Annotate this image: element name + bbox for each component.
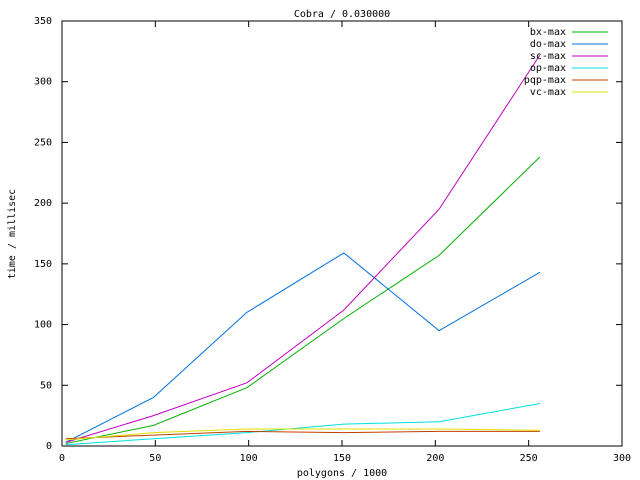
x-tick-label: 300 xyxy=(613,453,631,464)
series-line xyxy=(65,252,541,443)
legend-label: sc-max xyxy=(530,51,566,62)
y-axis-label: time / millisec xyxy=(7,189,18,279)
x-tick-label: 250 xyxy=(520,453,538,464)
legend-label: do-max xyxy=(530,39,566,50)
series-line xyxy=(65,54,541,443)
legend-label: bx-max xyxy=(530,27,566,38)
y-tick-label: 0 xyxy=(46,441,52,452)
y-tick-label: 50 xyxy=(40,380,52,391)
legend-label: op-max xyxy=(530,63,566,74)
series-line xyxy=(65,156,541,445)
series-line xyxy=(65,403,540,446)
series-line xyxy=(65,428,540,441)
x-tick-label: 0 xyxy=(59,453,65,464)
x-tick-label: 100 xyxy=(240,453,258,464)
y-tick-label: 250 xyxy=(34,137,52,148)
y-tick-label: 150 xyxy=(34,259,52,270)
y-tick-label: 350 xyxy=(34,16,52,27)
legend-label: vc-max xyxy=(530,87,566,98)
x-axis-label: polygons / 1000 xyxy=(297,468,387,479)
x-tick-label: 200 xyxy=(426,453,444,464)
y-tick-label: 300 xyxy=(34,77,52,88)
chart-title: Cobra / 0.030000 xyxy=(294,9,390,20)
legend-label: pqp-max xyxy=(524,75,566,86)
y-tick-label: 100 xyxy=(34,320,52,331)
y-tick-label: 200 xyxy=(34,198,52,209)
x-tick-label: 50 xyxy=(149,453,161,464)
series-line xyxy=(65,430,540,440)
x-tick-label: 150 xyxy=(333,453,351,464)
